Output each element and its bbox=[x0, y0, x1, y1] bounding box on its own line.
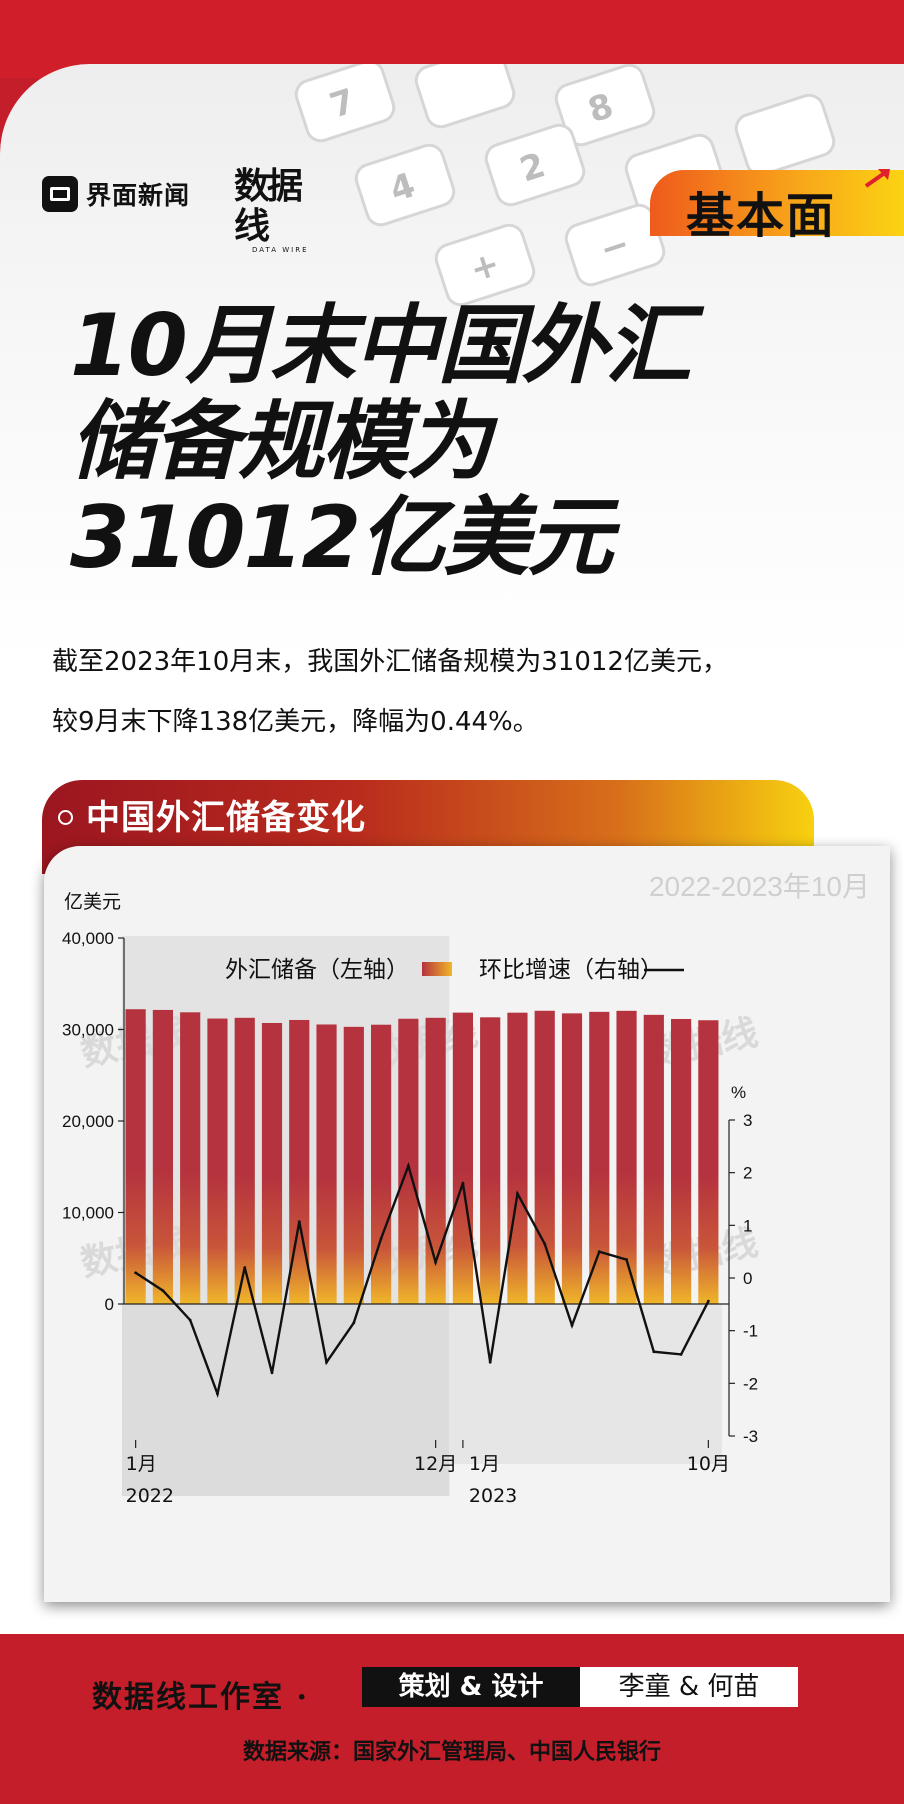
year-2023-shade-lower bbox=[449, 1304, 722, 1464]
credit-names: 李童 & 何苗 bbox=[580, 1667, 798, 1707]
reserve-bar bbox=[480, 1017, 501, 1304]
reserve-bar bbox=[452, 1012, 473, 1304]
growth-rate-point bbox=[516, 1192, 519, 1196]
reserve-bar bbox=[561, 1013, 583, 1304]
legend-swatch-reserves bbox=[422, 962, 452, 976]
summary-text: 截至2023年10月末，我国外汇储备规模为31012亿美元， 较9月末下降138… bbox=[52, 632, 882, 752]
growth-rate-point bbox=[406, 1164, 410, 1168]
jiemian-logo-text: 界面新闻 bbox=[86, 181, 191, 210]
hero-panel: 7 8 4 2 + − − bbox=[0, 64, 904, 664]
growth-rate-point bbox=[134, 1271, 138, 1275]
reserve-bar bbox=[671, 1018, 692, 1304]
page-title: 10月末中国外汇 储备规模为 31012亿美元 bbox=[70, 296, 692, 588]
reserve-bar bbox=[643, 1014, 664, 1304]
reserve-bar bbox=[125, 1009, 146, 1304]
growth-rate-point bbox=[352, 1321, 356, 1325]
right-axis-tick-label: 1 bbox=[743, 1216, 752, 1235]
left-axis-unit: 亿美元 bbox=[64, 891, 121, 913]
data-source: 数据来源：国家外汇管理局、中国人民银行 bbox=[242, 1740, 661, 1765]
calculator-keys-illustration: 7 8 4 2 + − − bbox=[294, 64, 836, 307]
x-axis-year-label: 2023 bbox=[469, 1485, 517, 1507]
growth-rate-point bbox=[679, 1352, 683, 1356]
reserve-bar bbox=[589, 1011, 610, 1304]
footer bbox=[0, 1634, 904, 1804]
growth-rate-point bbox=[297, 1220, 301, 1224]
reserve-bar bbox=[316, 1024, 337, 1304]
left-axis-tick-label: 20,000 bbox=[62, 1112, 114, 1131]
growth-rate-point bbox=[325, 1360, 328, 1364]
reserve-bar bbox=[343, 1026, 364, 1304]
reserve-bar bbox=[534, 1010, 555, 1304]
chart-period-label: 2022-2023年10月 bbox=[649, 871, 870, 902]
summary-line: 截至2023年10月末，我国外汇储备规模为31012亿美元， bbox=[52, 647, 728, 677]
right-axis-tick-label: -1 bbox=[743, 1322, 758, 1341]
growth-rate-point bbox=[652, 1350, 656, 1354]
reserve-bar bbox=[616, 1010, 637, 1304]
right-axis-tick-label: 3 bbox=[743, 1111, 752, 1130]
jiemian-logo: 界面新闻 bbox=[42, 176, 190, 212]
reserve-bar bbox=[507, 1012, 528, 1304]
growth-rate-point bbox=[543, 1242, 547, 1246]
datawire-logo: 数据线 DATA WIRE bbox=[234, 166, 324, 254]
datawire-logo-text: 数据线 bbox=[234, 165, 303, 247]
title-line: 10月末中国外汇 bbox=[70, 296, 692, 396]
forex-reserve-chart: 数据线数据线数据线数据线数据线数据线2022-2023年10月亿美元010,00… bbox=[62, 871, 870, 1507]
reserve-bar bbox=[180, 1012, 201, 1304]
right-axis-unit: % bbox=[731, 1083, 746, 1102]
studio-name: 数据线工作室 · bbox=[92, 1680, 309, 1715]
reserve-bar bbox=[207, 1018, 228, 1304]
reserve-bar bbox=[398, 1018, 419, 1304]
left-axis-tick-label: 30,000 bbox=[62, 1021, 114, 1040]
arrow-up-icon bbox=[864, 169, 890, 188]
growth-rate-point bbox=[188, 1318, 192, 1322]
jiemian-logo-icon bbox=[42, 176, 78, 212]
legend-label-growth: 环比增速（右轴） bbox=[479, 957, 663, 983]
right-axis-tick-label: 2 bbox=[743, 1164, 752, 1183]
year-2022-shade-upper bbox=[122, 936, 450, 1304]
growth-rate-point bbox=[570, 1324, 574, 1327]
section-title: 中国外汇储备变化 bbox=[86, 798, 366, 838]
growth-rate-point bbox=[270, 1371, 274, 1375]
reserve-bar bbox=[425, 1017, 446, 1304]
reserve-bar bbox=[261, 1022, 283, 1304]
reserve-bar bbox=[152, 1009, 173, 1304]
left-axis-tick-label: 0 bbox=[105, 1295, 114, 1314]
left-axis-tick-label: 10,000 bbox=[62, 1204, 114, 1223]
title-line: 储备规模为 bbox=[70, 392, 492, 492]
growth-rate-point bbox=[161, 1289, 165, 1293]
reserve-bar bbox=[698, 1020, 719, 1304]
growth-rate-line bbox=[134, 1161, 710, 1399]
chart-card: 数据线数据线数据线数据线数据线数据线2022-2023年10月亿美元010,00… bbox=[44, 846, 890, 1602]
growth-rate-point bbox=[625, 1258, 628, 1261]
fundamentals-badge: 基本面 bbox=[650, 169, 904, 244]
right-axis-tick-label: -2 bbox=[743, 1374, 758, 1393]
title-line: 31012亿美元 bbox=[70, 488, 613, 588]
x-axis-tick-label: 1月 bbox=[469, 1453, 500, 1475]
legend-label-reserves: 外汇储备（左轴） bbox=[225, 957, 409, 983]
right-axis-tick-label: 0 bbox=[743, 1269, 752, 1288]
growth-rate-point bbox=[216, 1392, 219, 1396]
circle-bullet-icon bbox=[58, 810, 73, 825]
fundamentals-badge-text: 基本面 bbox=[686, 188, 837, 244]
x-axis-tick-label: 1月 bbox=[126, 1453, 157, 1475]
growth-rate-point bbox=[461, 1181, 465, 1185]
growth-rate-point bbox=[706, 1299, 710, 1303]
credit-role-label: 策划 & 设计 bbox=[362, 1667, 580, 1707]
x-axis-tick-label: 10月 bbox=[687, 1453, 730, 1475]
reserve-bar bbox=[289, 1019, 310, 1304]
year-2022-shade-lower bbox=[122, 1304, 450, 1496]
reserve-bar bbox=[234, 1017, 255, 1304]
datawire-logo-subtext: DATA WIRE bbox=[252, 246, 309, 254]
growth-rate-point bbox=[488, 1360, 492, 1364]
x-axis-tick-label: 12月 bbox=[414, 1453, 457, 1475]
reserve-bar bbox=[371, 1024, 392, 1304]
growth-rate-point bbox=[379, 1237, 383, 1240]
growth-rate-point bbox=[243, 1266, 247, 1269]
x-axis-year-label: 2022 bbox=[126, 1485, 174, 1507]
growth-rate-point bbox=[434, 1260, 438, 1264]
growth-rate-point bbox=[597, 1250, 601, 1254]
left-axis-tick-label: 40,000 bbox=[62, 929, 114, 948]
right-axis-tick-label: -3 bbox=[743, 1427, 758, 1446]
summary-line: 较9月末下降138亿美元，降幅为0.44%。 bbox=[52, 707, 539, 737]
